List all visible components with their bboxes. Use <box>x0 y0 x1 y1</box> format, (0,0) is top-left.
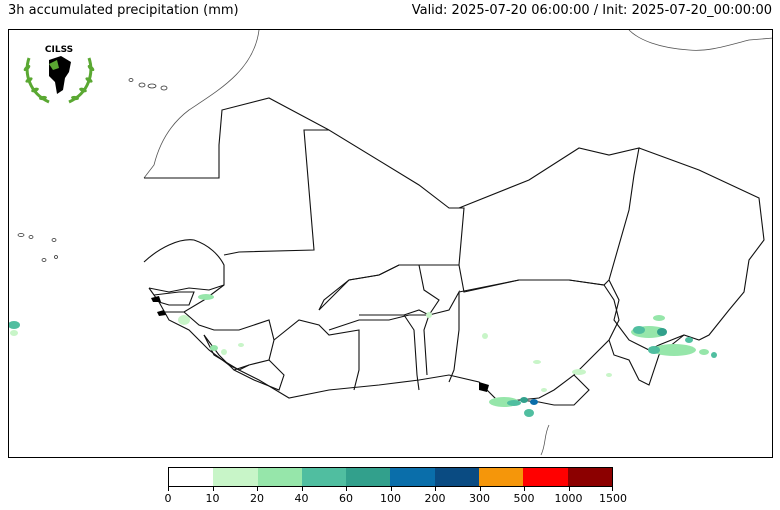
colorbar-tick-label: 0 <box>164 492 172 505</box>
colorbar-tick-label: 200 <box>424 492 446 505</box>
colorbar-tick-label: 1000 <box>554 492 583 505</box>
colorbar-ticks: 0 10 20 40 60 100 200 300 500 1000 1500 <box>164 487 627 507</box>
colorbar-segment <box>479 468 524 486</box>
colorbar-tick <box>479 487 481 491</box>
colorbar-tick <box>168 487 169 491</box>
colorbar-tick <box>212 487 214 491</box>
colorbar-tick <box>612 487 613 491</box>
colorbar-tick <box>301 487 303 491</box>
colorbar-tick-label: 60 <box>339 492 353 505</box>
colorbar-segment <box>567 468 612 486</box>
precipitation-map[interactable]: CILSS <box>8 29 773 458</box>
cilss-logo: CILSS <box>19 38 99 108</box>
country-borders <box>143 97 765 406</box>
colorbar-tick-label: 500 <box>513 492 535 505</box>
colorbar-segment <box>257 468 302 486</box>
precipitation-colorbar <box>168 467 613 487</box>
colorbar-segment <box>213 468 258 486</box>
logo-text: CILSS <box>45 45 73 55</box>
colorbar-tick-label: 1500 <box>599 492 627 505</box>
valid-init-time: Valid: 2025-07-20 06:00:00 / Init: 2025-… <box>411 3 772 18</box>
laurel-africa-icon: CILSS <box>23 45 95 104</box>
colorbar-tick-label: 300 <box>469 492 490 505</box>
map-canvas <box>9 30 772 456</box>
colorbar-tick <box>568 487 570 491</box>
precipitation-patches <box>9 294 717 417</box>
map-title: 3h accumulated precipitation (mm) <box>8 3 239 18</box>
colorbar-segment <box>523 468 568 486</box>
colorbar-segment <box>346 468 391 486</box>
colorbar-segment <box>169 468 214 486</box>
colorbar-tick-label: 20 <box>250 492 264 505</box>
colorbar-tick <box>524 487 525 491</box>
colorbar-tick-label: 10 <box>205 492 220 505</box>
colorbar-segment <box>390 468 435 486</box>
colorbar-tick <box>346 487 347 491</box>
coastal-detail <box>151 296 489 392</box>
colorbar-tick-label: 40 <box>294 492 309 505</box>
colorbar-segment <box>434 468 480 486</box>
colorbar-tick <box>435 487 436 491</box>
colorbar-tick <box>257 487 258 491</box>
coastline-north <box>143 30 772 456</box>
colorbar-tick <box>390 487 392 491</box>
colorbar-segment <box>301 468 347 486</box>
islands <box>17 78 168 262</box>
colorbar-tick-label: 100 <box>380 492 401 505</box>
